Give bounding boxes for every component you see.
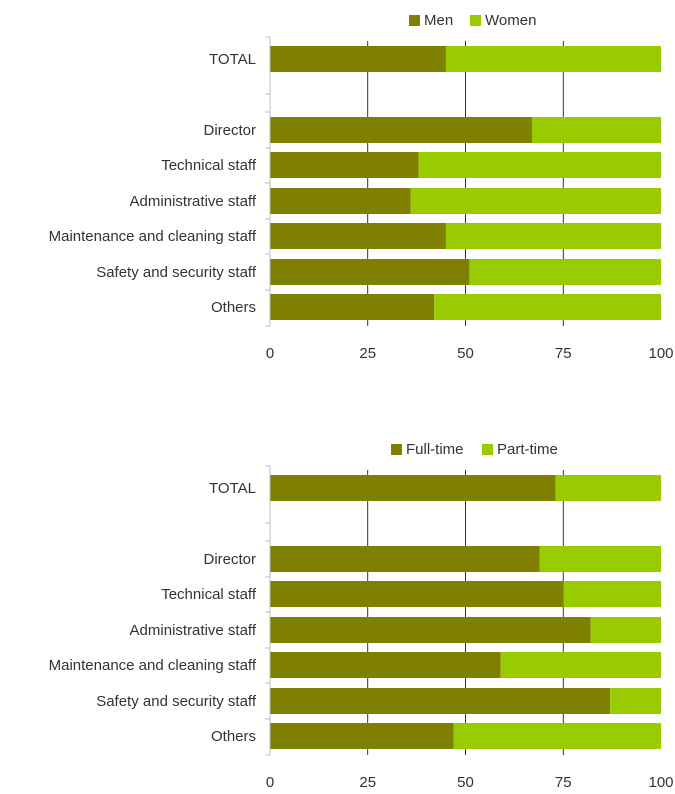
category-label: TOTAL xyxy=(209,51,256,68)
category-label: Director xyxy=(203,122,256,139)
bar-director-full-time xyxy=(270,546,540,572)
bar-director-women xyxy=(531,117,661,143)
x-tick-label: 50 xyxy=(457,345,474,362)
category-label: Others xyxy=(211,728,256,745)
bar-technical-staff-men xyxy=(270,152,419,178)
bar-total-men xyxy=(270,46,446,72)
legend-label: Part-time xyxy=(497,441,558,458)
x-tick-label: 0 xyxy=(266,345,274,362)
x-tick-label: 25 xyxy=(359,345,376,362)
bar-maintenance-and-cleaning-staff-women xyxy=(445,223,661,249)
bar-others-full-time xyxy=(270,723,454,749)
bar-total-part-time xyxy=(555,475,661,501)
bar-maintenance-and-cleaning-staff-men xyxy=(270,223,446,249)
legend-swatch xyxy=(409,15,420,26)
category-label: Administrative staff xyxy=(130,193,257,210)
bar-director-men xyxy=(270,117,532,143)
bar-maintenance-and-cleaning-staff-part-time xyxy=(500,652,661,678)
bar-total-women xyxy=(445,46,661,72)
legend-swatch xyxy=(391,444,402,455)
x-tick-label: 0 xyxy=(266,774,274,789)
x-tick-label: 100 xyxy=(648,345,673,362)
x-tick-label: 75 xyxy=(555,774,572,789)
x-tick-label: 100 xyxy=(648,774,673,789)
bar-safety-and-security-staff-part-time xyxy=(610,688,661,714)
category-label: Technical staff xyxy=(161,157,257,174)
bar-administrative-staff-full-time xyxy=(270,617,591,643)
category-label: Administrative staff xyxy=(130,622,257,639)
bar-administrative-staff-part-time xyxy=(590,617,661,643)
category-label: Director xyxy=(203,551,256,568)
bar-total-full-time xyxy=(270,475,556,501)
legend-label: Full-time xyxy=(406,441,464,458)
category-label: Maintenance and cleaning staff xyxy=(49,657,257,674)
bar-administrative-staff-women xyxy=(410,188,661,214)
x-tick-label: 25 xyxy=(359,774,376,789)
bar-safety-and-security-staff-men xyxy=(270,259,470,285)
bar-safety-and-security-staff-women xyxy=(469,259,661,285)
legend-swatch xyxy=(470,15,481,26)
category-label: Maintenance and cleaning staff xyxy=(49,228,257,245)
chart-1: TOTAL Director Technical staff Administrati… xyxy=(49,12,674,362)
bar-maintenance-and-cleaning-staff-full-time xyxy=(270,652,501,678)
bar-others-women xyxy=(434,294,661,320)
category-label: Others xyxy=(211,299,256,316)
chart-2: TOTAL Director Technical staff Administrati… xyxy=(49,441,674,791)
bar-others-part-time xyxy=(453,723,661,749)
bar-administrative-staff-men xyxy=(270,188,411,214)
bar-director-part-time xyxy=(539,546,661,572)
x-tick-label: 75 xyxy=(555,345,572,362)
legend-swatch xyxy=(482,444,493,455)
bar-others-men xyxy=(270,294,435,320)
x-tick-label: 50 xyxy=(457,774,474,789)
bar-technical-staff-women xyxy=(418,152,661,178)
bar-safety-and-security-staff-full-time xyxy=(270,688,611,714)
bar-technical-staff-full-time xyxy=(270,581,564,607)
category-label: Technical staff xyxy=(161,586,257,603)
legend-label: Women xyxy=(485,12,536,29)
category-label: Safety and security staff xyxy=(96,264,257,281)
bar-technical-staff-part-time xyxy=(563,581,661,607)
category-label: Safety and security staff xyxy=(96,693,257,710)
legend-label: Men xyxy=(424,12,453,29)
category-label: TOTAL xyxy=(209,480,256,497)
